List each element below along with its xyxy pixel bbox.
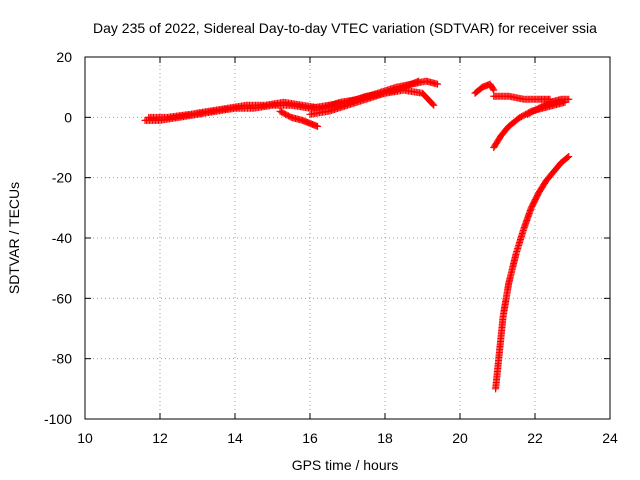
x-tick-labels: 10 12 14 16 18 20 22 24 (77, 430, 618, 446)
x-tick-label: 20 (452, 430, 468, 446)
x-axis-label: GPS time / hours (292, 457, 399, 473)
y-tick-label: -40 (52, 230, 72, 246)
data-point (489, 85, 497, 93)
data-series (276, 107, 321, 130)
y-tick-label: -100 (44, 411, 72, 427)
y-tick-label: -80 (52, 351, 72, 367)
data-point (565, 153, 573, 161)
data-point (434, 80, 441, 88)
axis-ticks (84, 56, 611, 420)
data-point (430, 101, 438, 109)
x-tick-label: 24 (602, 430, 618, 446)
x-tick-label: 10 (77, 430, 93, 446)
y-tick-label: -20 (52, 170, 72, 186)
x-tick-label: 12 (152, 430, 168, 446)
y-tick-labels: -100 -80 -60 -40 -20 0 20 (44, 49, 72, 427)
data-series (490, 92, 554, 103)
y-tick-label: 20 (56, 49, 72, 65)
data-point (415, 77, 423, 85)
data-points (141, 77, 573, 393)
x-tick-label: 14 (227, 430, 243, 446)
data-series (306, 77, 423, 118)
data-point (490, 86, 498, 94)
data-series (524, 95, 573, 118)
y-tick-label: 0 (64, 109, 72, 125)
chart-title: Day 235 of 2022, Sidereal Day-to-day VTE… (93, 20, 597, 36)
x-tick-label: 22 (527, 430, 543, 446)
data-point (565, 95, 573, 103)
data-point (429, 100, 437, 108)
y-tick-label: -60 (52, 290, 72, 306)
y-axis-label: SDTVAR / TECUs (6, 182, 22, 294)
x-tick-label: 16 (302, 430, 318, 446)
data-series (490, 98, 569, 151)
x-tick-label: 18 (377, 430, 393, 446)
data-point (314, 122, 321, 130)
data-series (471, 80, 498, 97)
data-point (564, 153, 572, 161)
data-series (492, 153, 573, 393)
